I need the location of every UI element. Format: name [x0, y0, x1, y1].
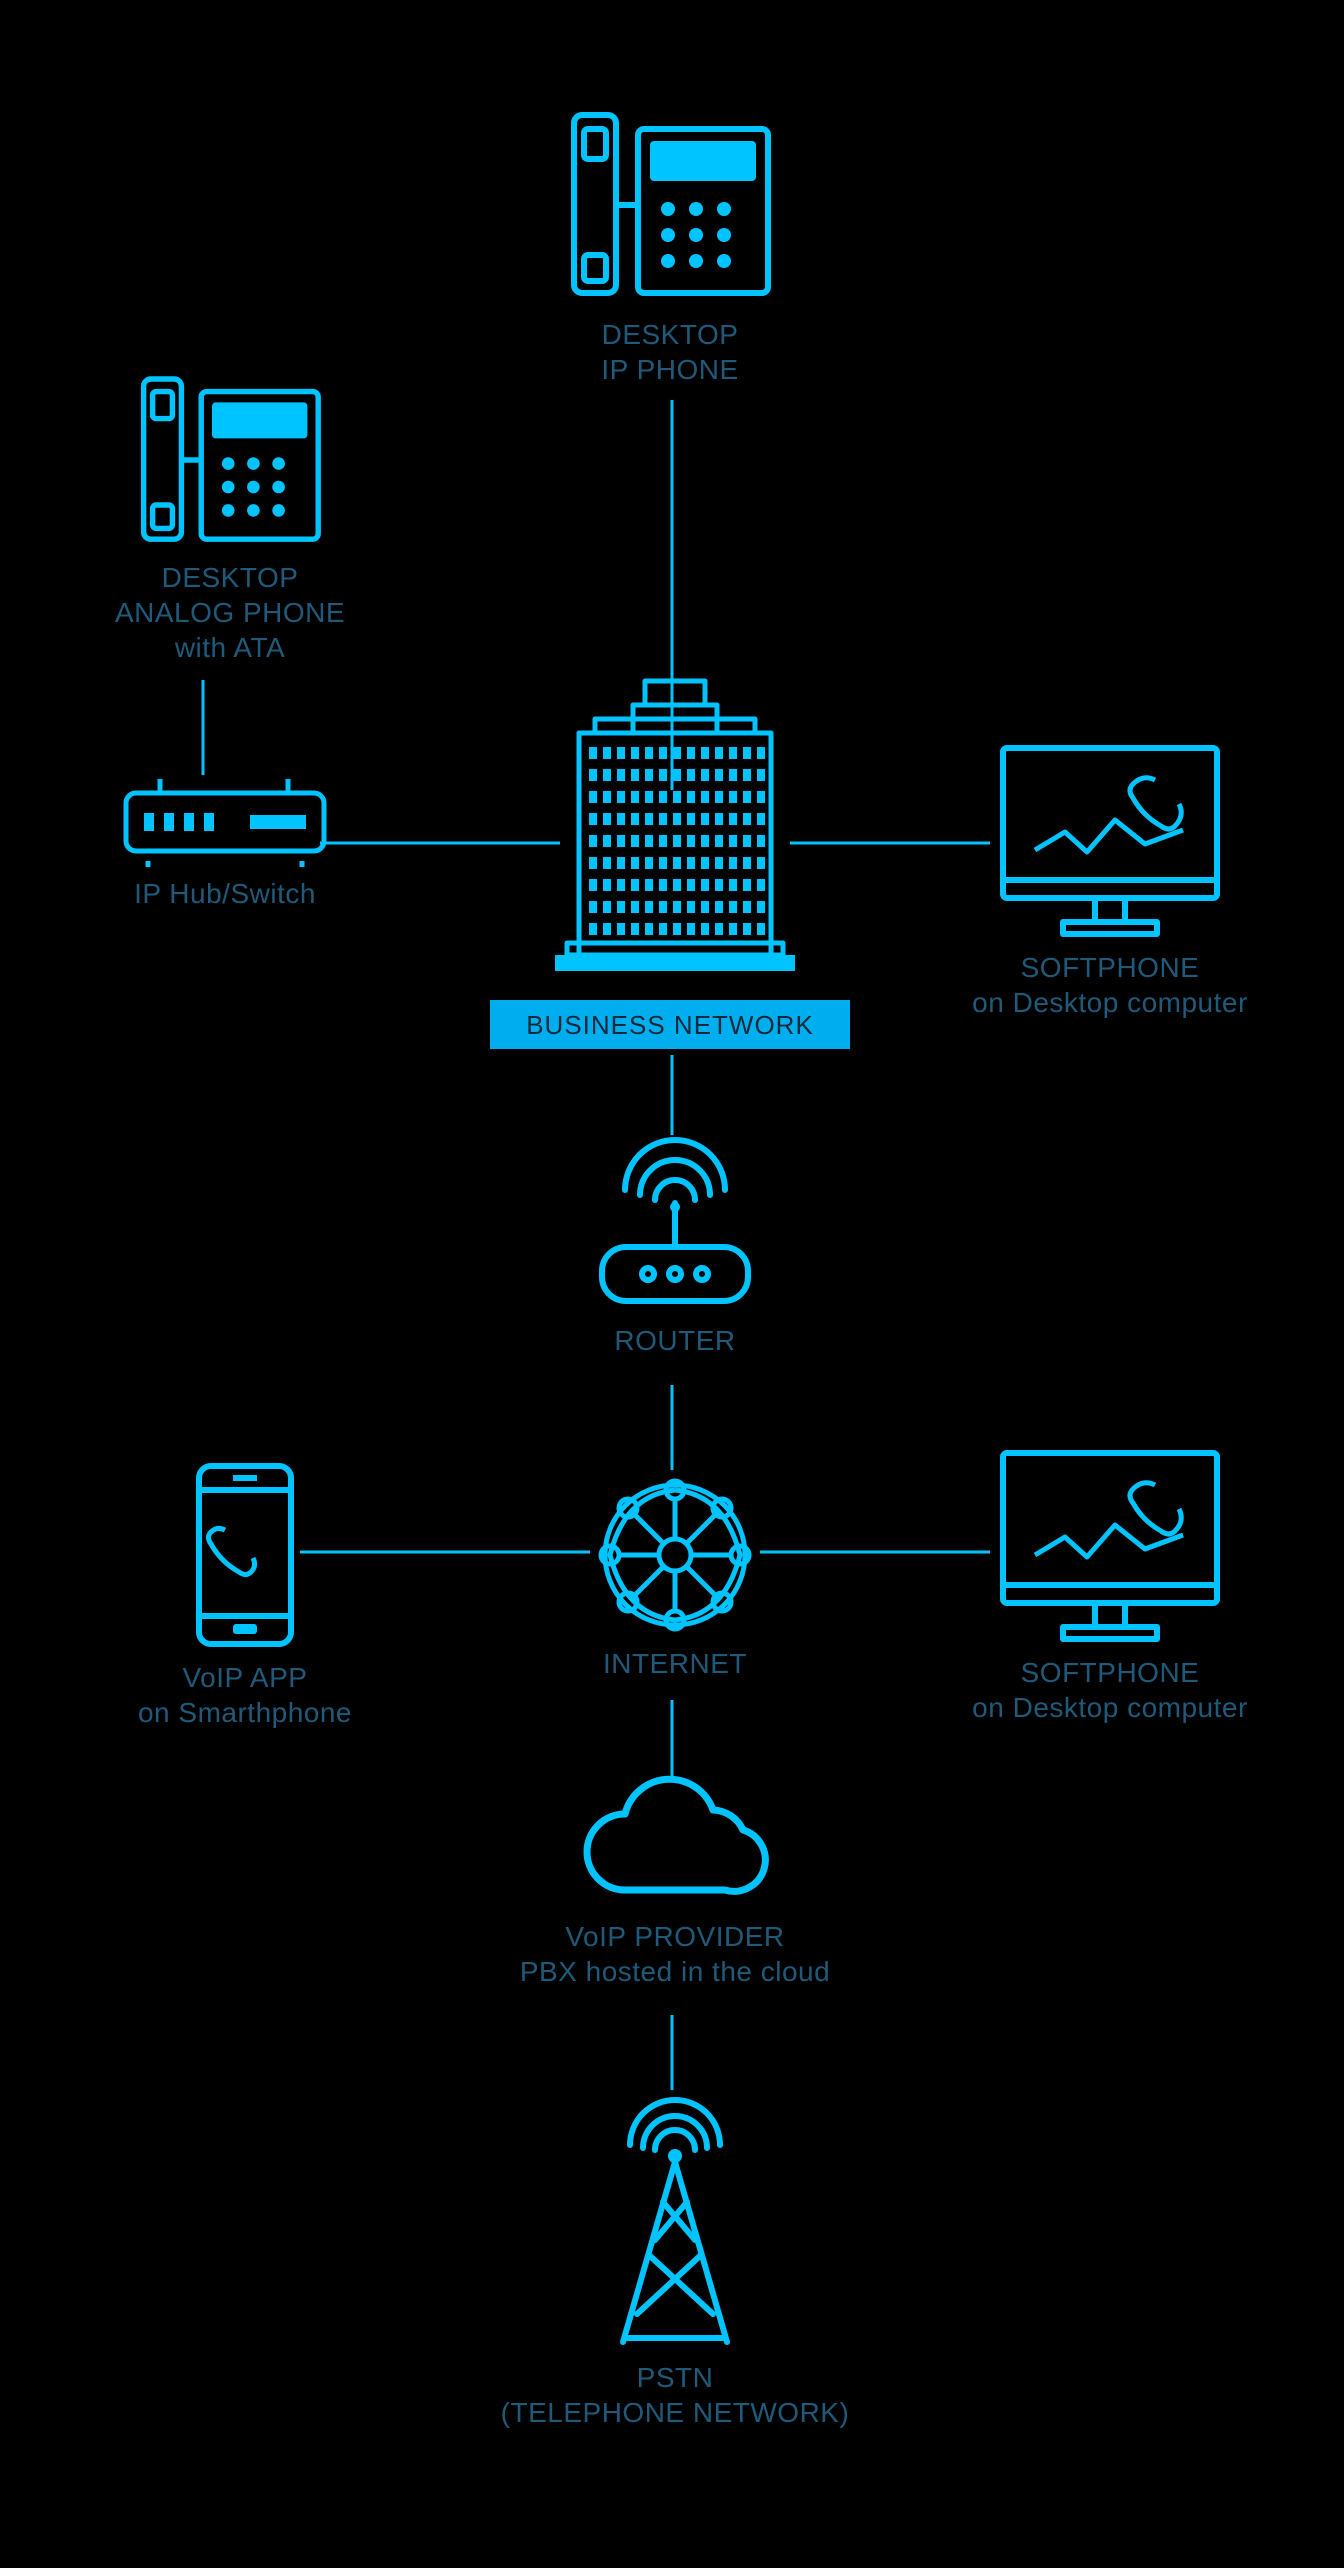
node-ip-hub: IP Hub/Switch [95, 775, 355, 911]
label: INTERNET [560, 1646, 790, 1681]
label: IP Hub/Switch [95, 876, 355, 911]
node-router: ROUTER [560, 1135, 790, 1358]
building-icon [545, 675, 805, 975]
label: SOFTPHONE [930, 950, 1290, 985]
edge-hub-biz [320, 840, 560, 846]
cloud-icon [570, 1775, 780, 1915]
monitor-icon [995, 740, 1225, 940]
desk-phone-icon [130, 370, 330, 550]
switch-icon [120, 775, 330, 870]
label: on Desktop computer [930, 1690, 1290, 1725]
node-business-network [535, 675, 815, 975]
label: VoIP APP [95, 1660, 395, 1695]
cell-tower-icon [575, 2090, 775, 2350]
edge-router-internet [669, 1385, 675, 1470]
node-voip-app: VoIP APP on Smarthphone [95, 1460, 395, 1730]
router-icon [590, 1135, 760, 1315]
node-desktop-ip-phone: DESKTOP IP PHONE [520, 105, 820, 387]
edge-provider-pstn [669, 2015, 675, 2090]
edge-analog-hub [200, 680, 206, 775]
label: on Smarthphone [95, 1695, 395, 1730]
edge-biz-router [669, 1055, 675, 1135]
smartphone-icon [185, 1460, 305, 1650]
node-pstn: PSTN (TELEPHONE NETWORK) [470, 2090, 880, 2430]
label: DESKTOP [70, 560, 390, 595]
label: PSTN [470, 2360, 880, 2395]
node-softphone-top: SOFTPHONE on Desktop computer [930, 740, 1290, 1020]
label: IP PHONE [520, 352, 820, 387]
node-softphone-bottom: SOFTPHONE on Desktop computer [930, 1445, 1290, 1725]
label: ANALOG PHONE [70, 595, 390, 630]
internet-icon [590, 1470, 760, 1640]
label: PBX hosted in the cloud [490, 1954, 860, 1989]
node-internet: INTERNET [560, 1470, 790, 1681]
label: SOFTPHONE [930, 1655, 1290, 1690]
label: on Desktop computer [930, 985, 1290, 1020]
label: VoIP PROVIDER [490, 1919, 860, 1954]
label: ROUTER [560, 1323, 790, 1358]
business-network-badge: BUSINESS NETWORK [490, 1000, 850, 1049]
node-voip-provider: VoIP PROVIDER PBX hosted in the cloud [490, 1775, 860, 1989]
label: BUSINESS NETWORK [526, 1010, 814, 1040]
node-analog-phone: DESKTOP ANALOG PHONE with ATA [70, 370, 390, 665]
diagram-canvas: DESKTOP IP PHONE DESKTOP ANALOG P [0, 0, 1344, 2568]
label: with ATA [70, 630, 390, 665]
monitor-icon [995, 1445, 1225, 1645]
label: DESKTOP [520, 317, 820, 352]
label: (TELEPHONE NETWORK) [470, 2395, 880, 2430]
edge-internet-provider [669, 1700, 675, 1780]
desk-phone-icon [560, 105, 780, 305]
